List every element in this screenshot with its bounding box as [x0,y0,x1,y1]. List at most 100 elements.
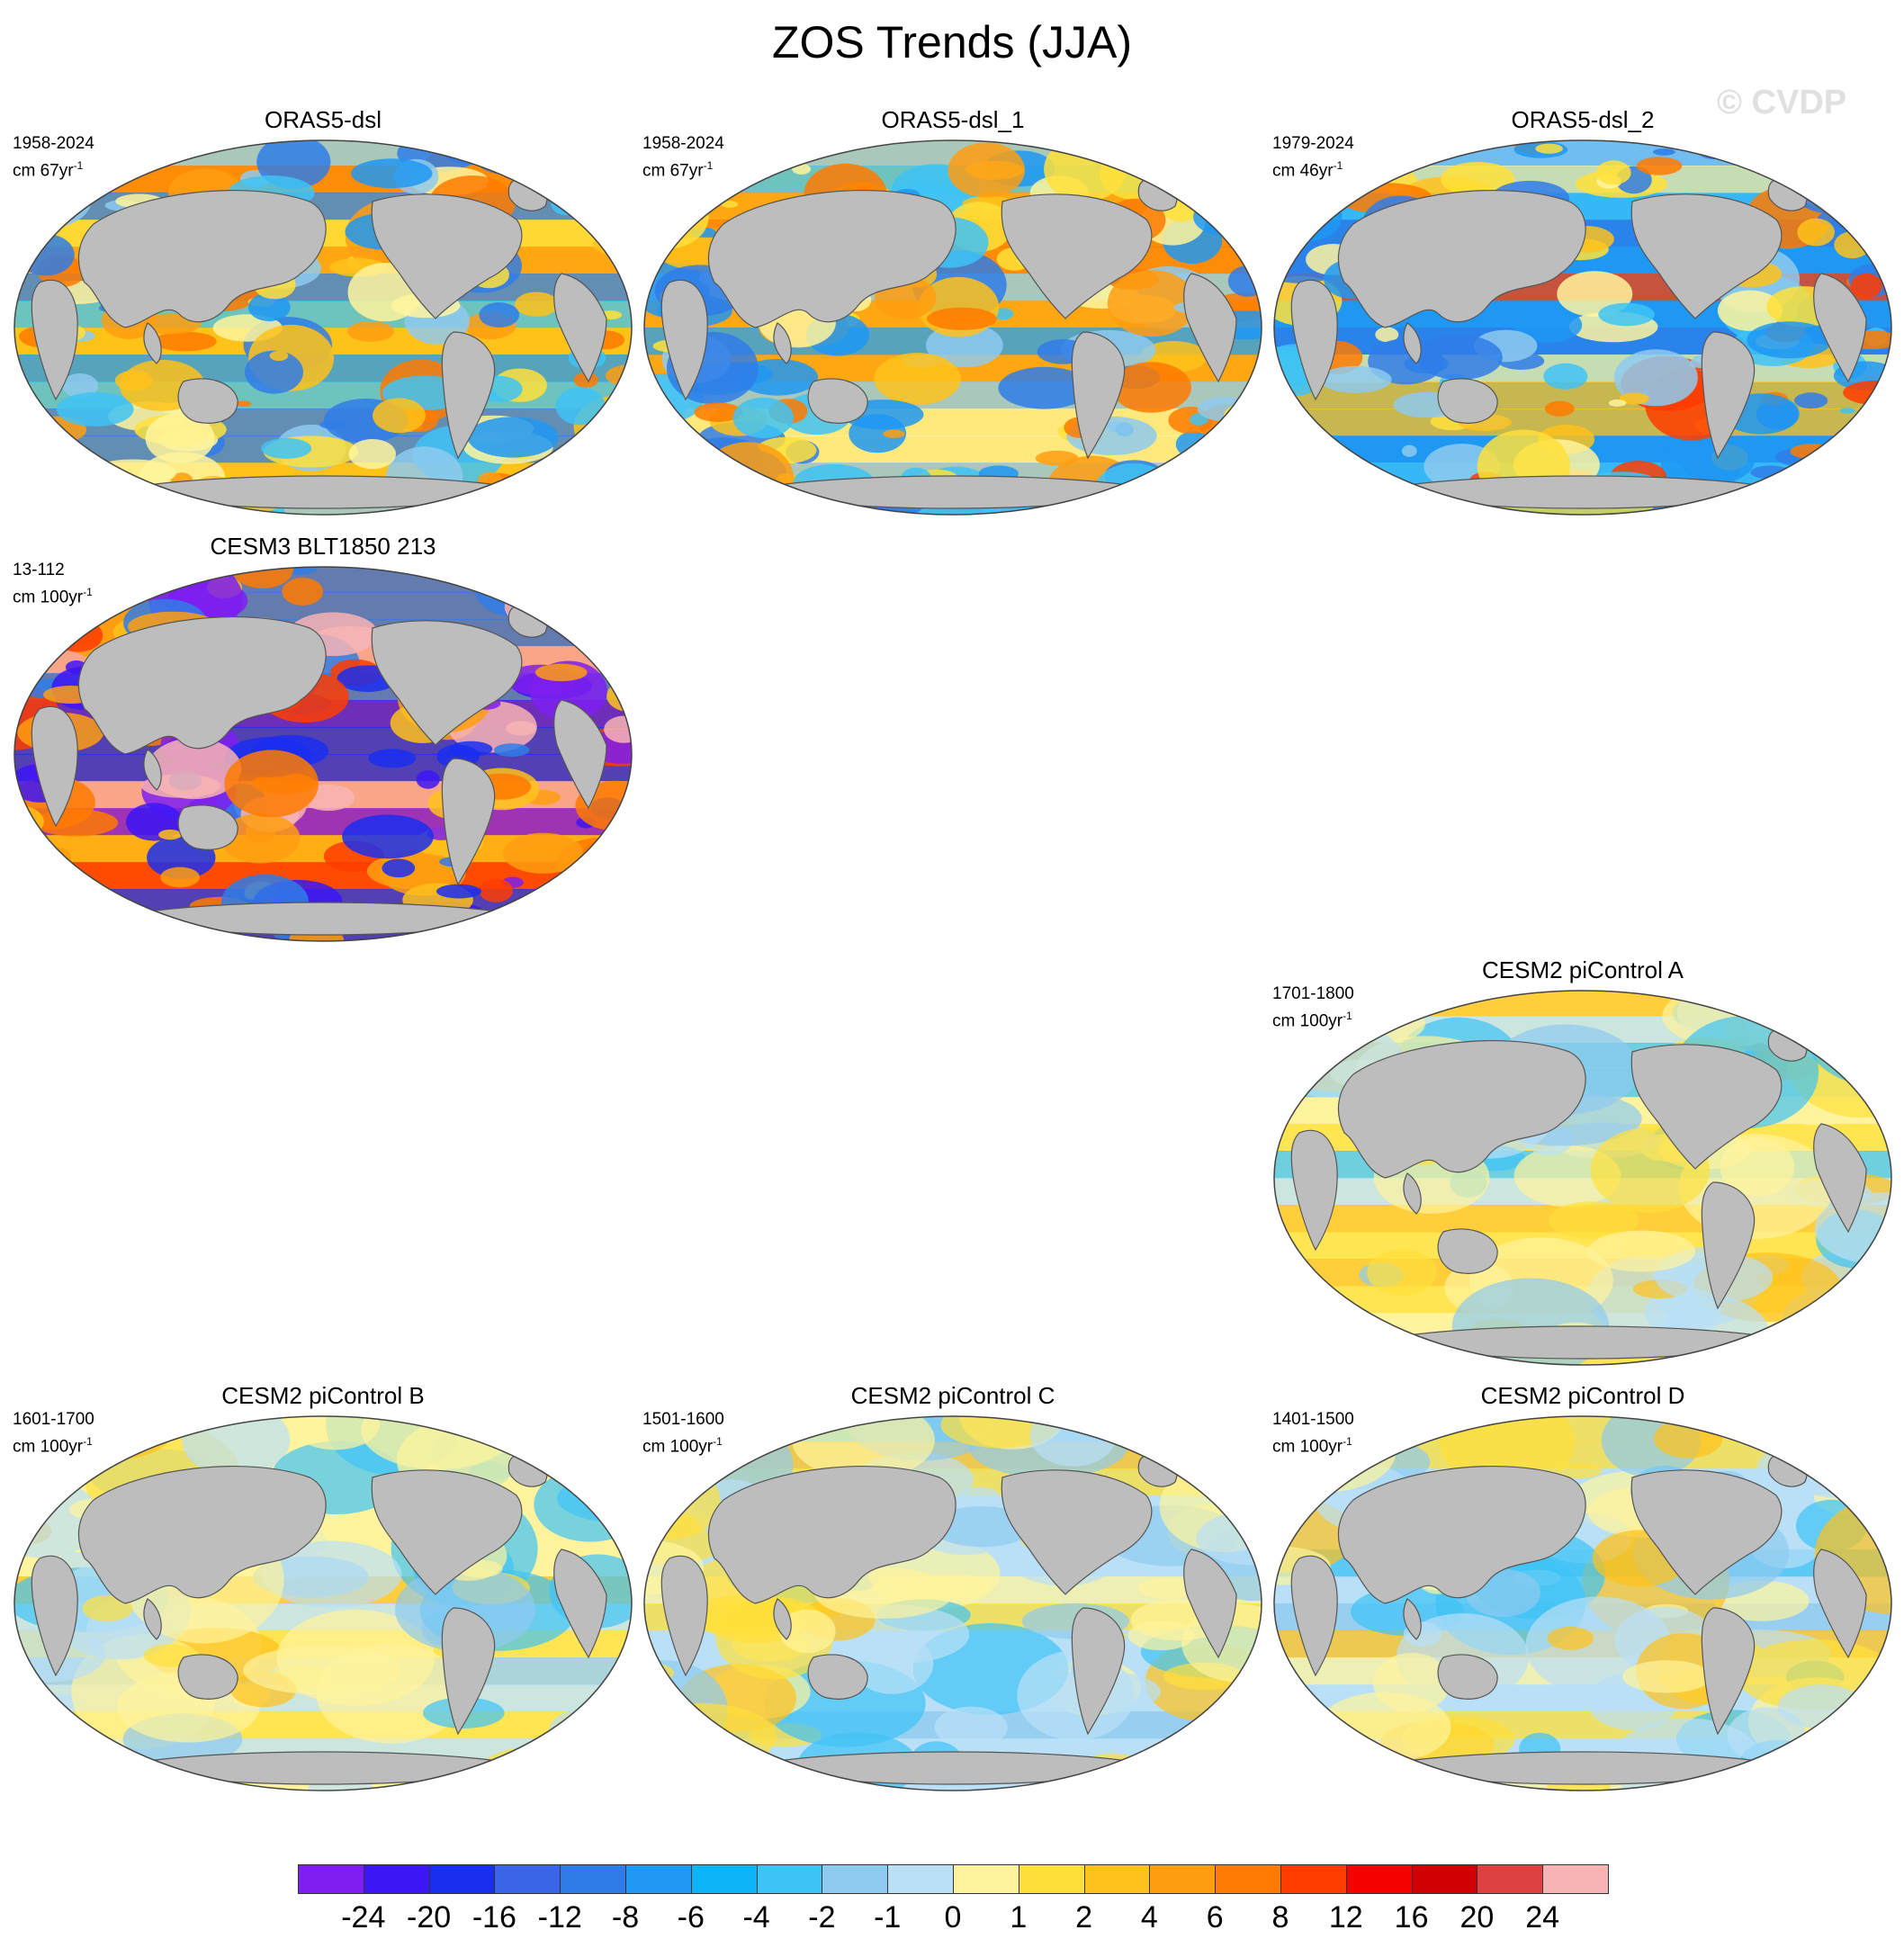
land-mass [1630,1469,1783,1595]
land-mass [143,749,162,791]
land-mass [1071,331,1126,460]
panel-years: 1979-2024 [1272,134,1354,153]
land-mass [1403,322,1422,364]
land-mass [1290,279,1338,401]
land-mass [177,1654,238,1700]
panel-units: cm 100yr-1 [642,1435,723,1457]
map-panel-picontrol-c: CESM2 piControl C 1501-1600 cm 100yr-1 [642,1382,1263,1809]
land-mass [1337,189,1586,328]
land-mass [31,705,78,828]
colorbar-swatch [1083,1864,1151,1894]
colorbar-tick-label: 6 [1206,1900,1224,1935]
colorbar-tick-label: -6 [677,1900,705,1935]
land-mass [807,378,868,424]
land-mass [1437,378,1498,424]
land-mass [77,615,327,755]
land-mass [1813,1549,1867,1659]
land-mass [1813,1123,1867,1234]
colorbar-tick-label: 4 [1140,1900,1158,1935]
panel-title: ORAS5-dsl [264,106,382,133]
colorbar-swatch [494,1864,561,1894]
land-mass [1337,1465,1586,1604]
colorbar-swatch [1280,1864,1347,1894]
colorbar-tick-label: -2 [808,1900,836,1935]
land-mass [1403,1172,1422,1215]
robinson-map [1273,139,1892,516]
colorbar-tick-label: 8 [1271,1900,1289,1935]
panel-units: cm 67yr-1 [642,159,714,181]
panel-period-info: 1601-1700 cm 100yr-1 [13,1409,94,1458]
panel-units: cm 100yr-1 [13,586,93,607]
map-panel-picontrol-a: CESM2 piControl A 1701-1800 cm 100yr-1 [1272,956,1893,1384]
land-mass [1701,331,1756,460]
panel-period-info: 1979-2024 cm 46yr-1 [1272,133,1354,182]
panel-years: 1501-1600 [642,1410,724,1429]
land-mass [441,758,496,886]
map-panel-picontrol-b: CESM2 piControl B 1601-1700 cm 100yr-1 [13,1382,633,1809]
land-mass [1290,1555,1338,1677]
colorbar-tick-label: 1 [1010,1900,1028,1935]
land-mass [807,1654,868,1700]
colorbar-swatch [1477,1864,1544,1894]
panel-years: 13-112 [13,561,65,579]
land-mass [31,279,78,401]
land-mass [441,331,496,460]
map-panel-orsa5-dsl-1: ORAS5-dsl_1 1958-2024 cm 67yr-1 [642,106,1263,534]
panel-years: 1958-2024 [642,134,724,153]
panel-years: 1701-1800 [1272,984,1354,1003]
figure-title: ZOS Trends (JJA) [771,17,1133,67]
panel-period-info: 1701-1800 cm 100yr-1 [1272,983,1354,1032]
land-mass [77,1465,327,1604]
robinson-map [643,1415,1262,1791]
land-mass [1183,1549,1237,1659]
robinson-map [13,139,633,516]
panel-title: CESM3 BLT1850 213 [210,533,436,560]
colorbar-swatch [428,1864,496,1894]
colorbar-tick-label: -1 [874,1900,902,1935]
colorbar-swatch [1345,1864,1413,1894]
land-mass [177,804,238,850]
colorbar-tick-label: -24 [341,1900,386,1935]
colorbar-tick-label: 0 [944,1900,962,1935]
panel-title: CESM2 piControl A [1482,956,1684,983]
colorbar-tick-label: -16 [472,1900,516,1935]
colorbar-swatch [625,1864,692,1894]
land-mass [1630,193,1783,319]
panel-title: ORAS5-dsl_1 [881,106,1025,133]
robinson-map [13,1415,633,1791]
colorbar-swatch [1018,1864,1085,1894]
land-mass [177,378,238,424]
land-mass [707,189,956,328]
colorbar-swatch [363,1864,430,1894]
colorbar-swatch [953,1864,1019,1894]
land-mass [773,322,792,364]
robinson-map [1273,990,1892,1366]
land-mass [1337,1039,1586,1179]
panel-years: 1401-1500 [1272,1410,1354,1429]
colorbar-tick-label: -4 [742,1900,770,1935]
watermark: © CVDP [1717,84,1847,121]
land-mass [441,1607,496,1736]
land-mass [371,620,523,746]
panel-title: ORAS5-dsl_2 [1511,106,1655,133]
land-mass [1701,1607,1756,1736]
colorbar-tick-label: -8 [611,1900,640,1935]
land-mass [371,193,523,319]
panel-title: CESM2 piControl C [850,1382,1055,1409]
land-mass [1183,273,1237,383]
colorbar-tick-label: 20 [1459,1900,1495,1935]
map-panel-orsa5-dsl: ORAS5-dsl 1958-2024 cm 67yr-1 [13,106,633,534]
land-mass [660,279,708,401]
panel-units: cm 46yr-1 [1272,159,1343,181]
land-mass [1403,1598,1422,1640]
robinson-map [643,139,1262,516]
land-mass [1813,273,1867,383]
land-mass [1071,1607,1126,1736]
land-mass [143,1598,162,1640]
land-mass [1290,1129,1338,1252]
colorbar-swatch [822,1864,889,1894]
panel-title: CESM2 piControl B [221,1382,425,1409]
land-mass [1001,193,1153,319]
colorbar-swatch [1149,1864,1217,1894]
land-mass [1437,1654,1498,1700]
